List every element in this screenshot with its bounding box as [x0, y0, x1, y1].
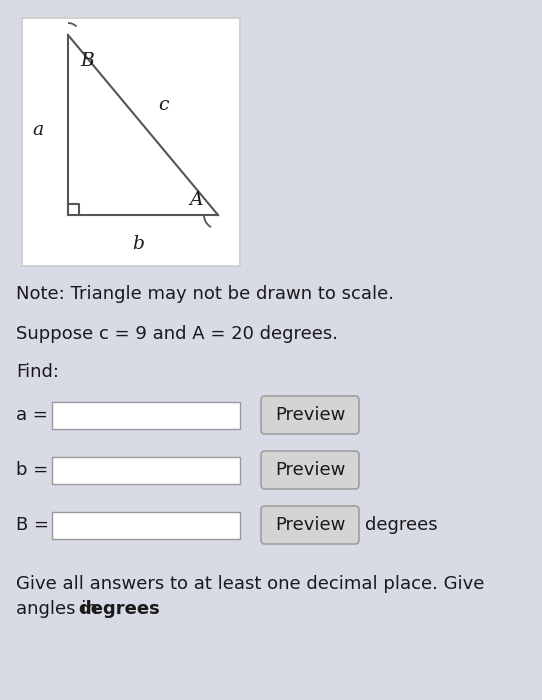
- Text: Find:: Find:: [16, 363, 59, 381]
- FancyBboxPatch shape: [52, 512, 240, 538]
- FancyBboxPatch shape: [261, 506, 359, 544]
- Text: A: A: [189, 191, 203, 209]
- Text: b: b: [132, 235, 144, 253]
- FancyBboxPatch shape: [52, 456, 240, 484]
- Text: Preview: Preview: [275, 406, 345, 424]
- Text: Preview: Preview: [275, 461, 345, 479]
- Text: b =: b =: [16, 461, 48, 479]
- Text: angles in: angles in: [16, 600, 104, 618]
- Text: Give all answers to at least one decimal place. Give: Give all answers to at least one decimal…: [16, 575, 485, 593]
- Text: a: a: [33, 121, 43, 139]
- Text: B =: B =: [16, 516, 49, 534]
- Text: degrees: degrees: [365, 516, 437, 534]
- Text: Preview: Preview: [275, 516, 345, 534]
- FancyBboxPatch shape: [261, 451, 359, 489]
- Text: Note: Triangle may not be drawn to scale.: Note: Triangle may not be drawn to scale…: [16, 285, 394, 303]
- Text: B: B: [80, 52, 94, 70]
- Text: a =: a =: [16, 406, 48, 424]
- FancyBboxPatch shape: [52, 402, 240, 428]
- FancyBboxPatch shape: [22, 18, 240, 266]
- FancyBboxPatch shape: [261, 396, 359, 434]
- Text: c: c: [158, 96, 169, 114]
- Text: Suppose c = 9 and A = 20 degrees.: Suppose c = 9 and A = 20 degrees.: [16, 325, 338, 343]
- Text: degrees: degrees: [78, 600, 160, 618]
